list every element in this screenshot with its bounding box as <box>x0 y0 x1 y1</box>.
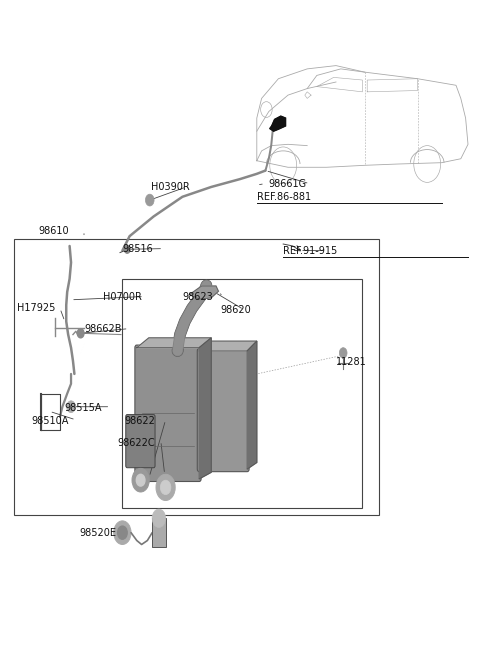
Polygon shape <box>199 341 257 351</box>
Text: 98510A: 98510A <box>31 416 69 426</box>
Text: 98516: 98516 <box>122 244 153 255</box>
Circle shape <box>145 194 154 206</box>
Polygon shape <box>199 338 211 479</box>
Circle shape <box>136 474 145 486</box>
Circle shape <box>132 468 149 492</box>
Text: 98661G: 98661G <box>269 178 307 189</box>
Text: 98620: 98620 <box>221 304 252 315</box>
Circle shape <box>114 521 131 544</box>
Text: 98622: 98622 <box>125 416 156 426</box>
Text: 98610: 98610 <box>38 226 69 236</box>
Bar <box>152 518 166 547</box>
Text: 98515A: 98515A <box>65 403 102 413</box>
Text: 98662B: 98662B <box>84 324 121 335</box>
Circle shape <box>118 526 127 539</box>
FancyBboxPatch shape <box>135 345 201 482</box>
Circle shape <box>156 474 175 501</box>
Text: H0700R: H0700R <box>103 291 142 302</box>
Polygon shape <box>137 338 211 348</box>
Polygon shape <box>190 286 218 299</box>
Text: REF.91-915: REF.91-915 <box>283 245 337 256</box>
Text: 98622C: 98622C <box>118 438 155 448</box>
Text: 98623: 98623 <box>182 291 213 302</box>
Text: H17925: H17925 <box>17 303 55 314</box>
Bar <box>122 279 362 508</box>
Circle shape <box>152 509 166 527</box>
Bar <box>14 239 379 515</box>
Polygon shape <box>270 116 286 131</box>
Circle shape <box>124 245 130 253</box>
Polygon shape <box>247 341 257 469</box>
Text: 11281: 11281 <box>336 357 367 367</box>
Circle shape <box>160 480 171 495</box>
FancyBboxPatch shape <box>126 415 155 468</box>
Text: H0390R: H0390R <box>151 182 190 192</box>
FancyBboxPatch shape <box>197 348 249 472</box>
Circle shape <box>67 401 75 413</box>
Circle shape <box>77 329 84 338</box>
Text: 98520E: 98520E <box>79 527 116 538</box>
Text: REF.86-881: REF.86-881 <box>257 192 311 202</box>
Circle shape <box>339 348 347 358</box>
